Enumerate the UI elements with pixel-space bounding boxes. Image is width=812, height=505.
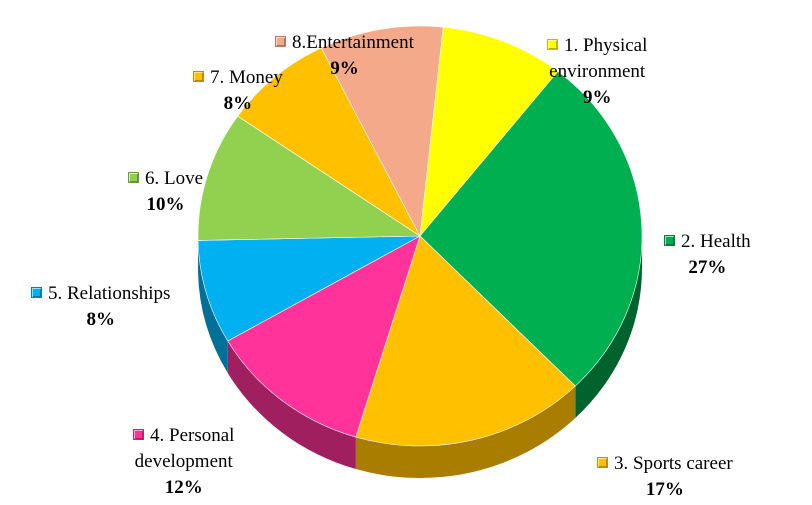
legend-marker-8 bbox=[275, 36, 286, 47]
pie-slice-8 bbox=[320, 25, 444, 238]
legend-marker-7 bbox=[193, 71, 204, 82]
slice-percent: 27% bbox=[688, 257, 727, 278]
pie-side-4 bbox=[227, 341, 356, 470]
pie-slice-5 bbox=[197, 235, 421, 342]
legend-marker-6 bbox=[128, 172, 139, 183]
slice-percent: 8% bbox=[223, 93, 253, 114]
slice-name: environment bbox=[549, 61, 646, 82]
legend-marker-5 bbox=[31, 287, 42, 298]
slice-name: 5. Relationships bbox=[48, 283, 171, 304]
legend-marker-1 bbox=[547, 39, 558, 50]
pie-slices bbox=[197, 25, 643, 447]
slice-label-6: 6. Love 10% bbox=[128, 166, 203, 218]
slice-label-4: 4. Personal development 12% bbox=[133, 423, 234, 501]
pie-slice-7 bbox=[237, 47, 421, 237]
slice-percent: 10% bbox=[146, 194, 185, 215]
pie-slice-6 bbox=[197, 115, 421, 241]
slice-name: 8.Entertainment bbox=[292, 32, 414, 53]
slice-percent: 17% bbox=[645, 479, 684, 500]
slice-label-8: 8.Entertainment 9% bbox=[275, 30, 414, 82]
slice-name: 7. Money bbox=[210, 67, 283, 88]
slice-name: 4. Personal bbox=[150, 425, 235, 446]
legend-marker-4 bbox=[133, 429, 144, 440]
pie-side-2 bbox=[575, 236, 642, 419]
slice-label-2: 2. Health 27% bbox=[664, 229, 751, 281]
slice-percent: 9% bbox=[330, 58, 359, 79]
slice-label-3: 3. Sports career 17% bbox=[597, 451, 733, 503]
slice-percent: 9% bbox=[582, 87, 612, 108]
slice-label-1: 1. Physical environment 9% bbox=[547, 33, 647, 111]
slice-label-7: 7. Money 8% bbox=[193, 65, 283, 117]
pie-side-3 bbox=[355, 386, 576, 479]
pie-slice-4 bbox=[227, 235, 421, 438]
pie-slice-1 bbox=[419, 26, 559, 237]
slice-percent: 12% bbox=[164, 477, 203, 498]
slice-percent: 8% bbox=[86, 309, 115, 330]
slice-name: 6. Love bbox=[145, 168, 204, 189]
pie-slice-3 bbox=[355, 235, 576, 447]
slice-name: 2. Health bbox=[681, 231, 751, 252]
pie-side-5 bbox=[198, 240, 228, 373]
slice-name: 3. Sports career bbox=[614, 453, 733, 474]
slice-name: development bbox=[134, 451, 233, 472]
slice-name: 1. Physical bbox=[564, 35, 648, 56]
legend-marker-2 bbox=[664, 235, 675, 246]
slice-label-5: 5. Relationships 8% bbox=[31, 281, 170, 333]
legend-marker-3 bbox=[597, 457, 608, 468]
pie-slice-2 bbox=[419, 71, 643, 387]
